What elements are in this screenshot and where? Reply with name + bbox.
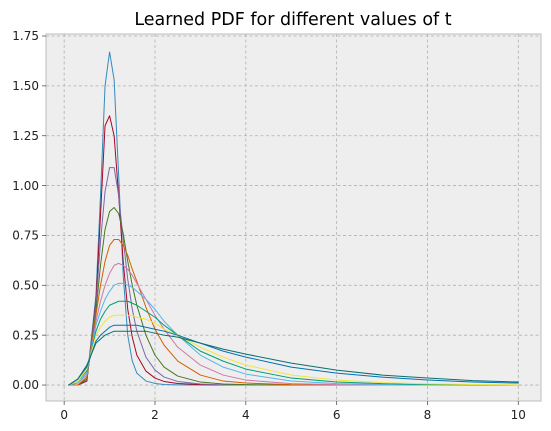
x-axis-ticks: 0 2 4 6 8 10 <box>60 401 526 422</box>
y-tick-label: 0.50 <box>12 279 39 293</box>
y-tick-label: 0.25 <box>12 328 39 342</box>
series-lines <box>68 51 519 386</box>
y-axis-ticks: 0.00 0.25 0.50 0.75 1.00 1.25 1.50 1.75 <box>12 29 46 392</box>
grid-lines <box>46 34 541 401</box>
x-tick-label: 2 <box>151 408 159 422</box>
y-tick-label: 1.00 <box>12 179 39 193</box>
x-tick-label: 4 <box>242 408 250 422</box>
y-tick-label: 0.00 <box>12 378 39 392</box>
y-tick-label: 1.25 <box>12 129 39 143</box>
y-tick-label: 1.75 <box>12 29 39 43</box>
series-line-9 <box>68 314 519 386</box>
x-tick-label: 0 <box>60 408 68 422</box>
series-line-7 <box>68 282 519 386</box>
x-tick-label: 6 <box>333 408 341 422</box>
x-tick-label: 10 <box>511 408 526 422</box>
y-tick-label: 1.50 <box>12 79 39 93</box>
series-line-10 <box>68 324 519 386</box>
chart-title: Learned PDF for different values of t <box>134 10 451 30</box>
x-tick-label: 8 <box>424 408 432 422</box>
series-line-6 <box>68 262 519 386</box>
y-tick-label: 0.75 <box>12 229 39 243</box>
series-line-8 <box>68 300 519 386</box>
series-line-11 <box>68 330 519 386</box>
